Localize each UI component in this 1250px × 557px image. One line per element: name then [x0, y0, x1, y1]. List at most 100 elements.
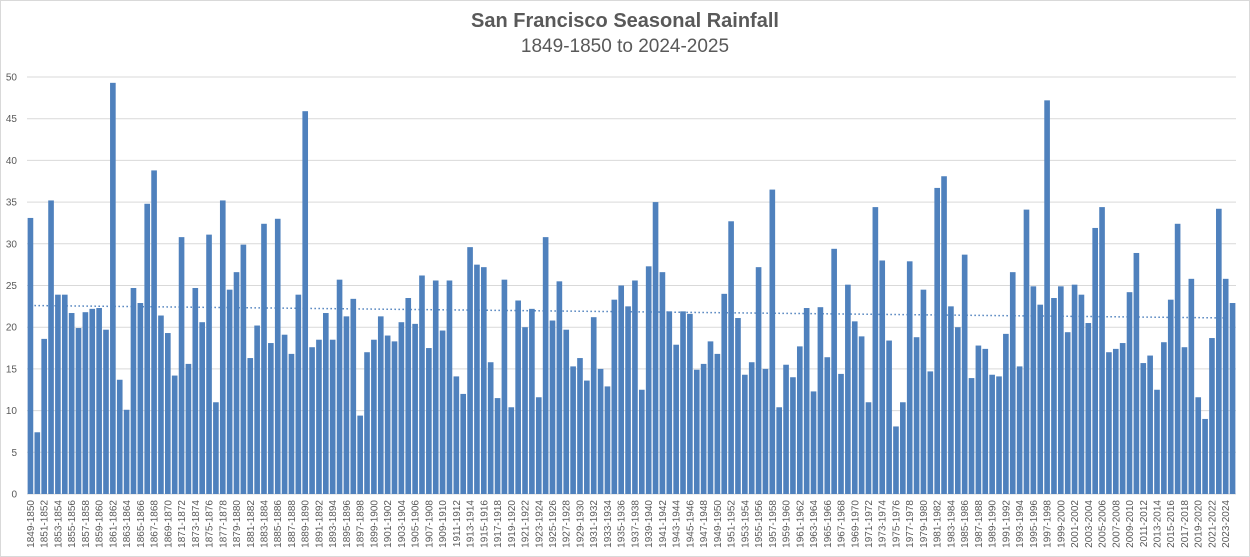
x-tick-label: 1901-1902	[383, 500, 394, 548]
x-tick-label: 1939-1940	[644, 500, 655, 548]
x-tick-label: 1909-1910	[438, 500, 449, 548]
x-tick-label: 1983-1984	[946, 500, 957, 548]
x-tick-label: 1889-1890	[301, 500, 312, 548]
bar	[625, 306, 631, 494]
x-tick-label: 1881-1882	[246, 500, 257, 548]
bar	[302, 111, 309, 494]
bar	[1106, 352, 1112, 494]
x-tick-label: 1993-1994	[1015, 500, 1026, 548]
bar	[570, 366, 576, 494]
bar	[618, 285, 625, 494]
bar	[522, 327, 528, 494]
bar	[398, 322, 405, 494]
bar	[61, 294, 68, 494]
bar	[920, 289, 927, 494]
bar	[233, 272, 240, 494]
bar	[872, 207, 879, 494]
x-tick-label: 1859-1860	[95, 500, 106, 548]
bar	[693, 369, 700, 494]
bar	[742, 374, 748, 494]
bar	[1044, 100, 1050, 495]
x-tick-label: 1929-1930	[575, 500, 586, 548]
x-tick-label: 1961-1962	[795, 500, 806, 548]
x-tick-label: 1935-1936	[617, 500, 628, 548]
bar	[261, 223, 267, 494]
bar	[886, 340, 892, 494]
bar	[982, 348, 989, 494]
x-tick-label: 2001-2002	[1070, 500, 1081, 548]
bar	[803, 308, 810, 494]
bar	[1154, 389, 1160, 494]
x-tick-label: 1943-1944	[672, 500, 683, 548]
y-tick-label: 45	[6, 114, 18, 125]
y-tick-label: 30	[6, 239, 18, 250]
bar	[1174, 223, 1181, 494]
bar	[659, 272, 666, 494]
x-tick-label: 1861-1862	[108, 500, 119, 548]
bar	[151, 170, 157, 494]
bar	[941, 176, 947, 494]
bar	[1003, 333, 1009, 494]
bar	[913, 337, 920, 494]
bar	[680, 311, 686, 494]
bar	[213, 402, 219, 494]
bar	[1085, 323, 1092, 494]
bar	[474, 264, 480, 494]
x-tick-label: 2023-2024	[1221, 500, 1232, 548]
bar	[322, 313, 329, 494]
bar	[1078, 294, 1085, 494]
bar	[838, 373, 844, 494]
bar	[1030, 286, 1037, 494]
bar	[975, 345, 982, 494]
bar	[391, 341, 398, 494]
x-tick-label: 1903-1904	[397, 500, 408, 548]
x-tick-label: 1941-1942	[658, 500, 669, 548]
bar	[529, 308, 535, 494]
bar	[996, 376, 1002, 494]
bar	[419, 275, 425, 494]
bar	[934, 187, 941, 494]
bar	[384, 335, 391, 494]
bar	[515, 300, 521, 494]
x-tick-label: 1863-1864	[122, 500, 133, 548]
x-tick-label: 1895-1896	[342, 500, 353, 548]
x-tick-label: 1849-1850	[26, 500, 37, 548]
x-tick-label: 1995-1996	[1029, 500, 1040, 548]
bar	[123, 409, 130, 494]
x-tick-label: 1953-1954	[740, 500, 751, 548]
chart-subtitle: 1849-1850 to 2024-2025	[520, 36, 730, 57]
bar	[954, 327, 961, 494]
bar	[460, 393, 467, 494]
bar	[89, 308, 96, 494]
bar	[329, 339, 336, 494]
bar	[542, 237, 549, 495]
bar	[577, 358, 583, 494]
x-tick-label: 1981-1982	[933, 500, 944, 548]
x-tick-label: 2017-2018	[1180, 500, 1191, 548]
bar	[1071, 284, 1078, 494]
bar	[900, 402, 906, 494]
bar	[632, 280, 638, 494]
bar	[783, 364, 789, 494]
bar	[192, 288, 199, 494]
x-tick-label: 1997-1998	[1043, 500, 1054, 548]
x-tick-label: 1987-1988	[974, 500, 985, 548]
bar	[721, 293, 728, 494]
bar	[700, 363, 707, 494]
x-tick-label: 2019-2020	[1194, 500, 1205, 548]
bar	[556, 281, 563, 494]
bar	[563, 329, 570, 494]
bar	[1064, 332, 1071, 494]
bar	[879, 260, 886, 494]
bar	[1099, 207, 1105, 494]
x-tick-label: 1975-1976	[891, 500, 902, 548]
x-tick-label: 1971-1972	[864, 500, 875, 548]
bar	[817, 307, 824, 494]
bar	[948, 306, 954, 494]
bar	[989, 374, 995, 494]
bar	[1188, 278, 1195, 494]
bar	[645, 266, 652, 494]
bar	[405, 298, 412, 494]
x-tick-label: 1917-1918	[493, 500, 504, 548]
x-tick-label: 1959-1960	[782, 500, 793, 548]
